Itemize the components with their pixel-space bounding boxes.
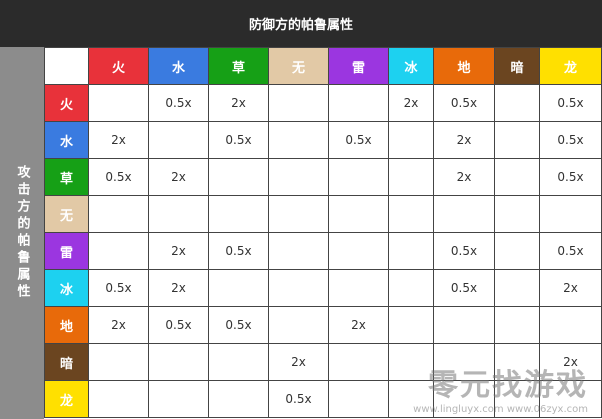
cell	[388, 269, 434, 307]
cell: 2x	[539, 269, 602, 307]
cell	[208, 343, 269, 381]
cell: 2x	[148, 269, 209, 307]
cell	[148, 380, 209, 418]
corner-cell	[44, 47, 89, 85]
column-header: 龙	[539, 47, 602, 85]
cell: 0.5x	[433, 269, 495, 307]
cell: 0.5x	[88, 158, 149, 196]
cell	[208, 158, 269, 196]
cell	[268, 232, 329, 270]
cell: 0.5x	[539, 84, 602, 122]
cell: 2x	[148, 232, 209, 270]
cell: 0.5x	[208, 232, 269, 270]
cell	[494, 84, 540, 122]
cell	[148, 195, 209, 233]
cell: 2x	[433, 121, 495, 159]
cell	[268, 158, 329, 196]
cell	[433, 195, 495, 233]
cell	[208, 380, 269, 418]
cell	[494, 269, 540, 307]
cell	[328, 84, 389, 122]
cell	[328, 158, 389, 196]
cell	[328, 195, 389, 233]
watermark-url: www.lingluyx.com www.06zyx.com	[413, 404, 588, 415]
cell	[388, 306, 434, 344]
row-header: 水	[44, 121, 89, 159]
cell: 0.5x	[433, 84, 495, 122]
cell: 2x	[208, 84, 269, 122]
cell: 0.5x	[148, 306, 209, 344]
cell	[268, 121, 329, 159]
row-header: 地	[44, 306, 89, 344]
cell	[208, 195, 269, 233]
row-header: 雷	[44, 232, 89, 270]
column-header: 草	[208, 47, 269, 85]
row-header: 龙	[44, 380, 89, 418]
cell: 0.5x	[148, 84, 209, 122]
cell	[539, 306, 602, 344]
cell: 2x	[148, 158, 209, 196]
cell: 2x	[268, 343, 329, 381]
cell: 2x	[388, 84, 434, 122]
row-header: 无	[44, 195, 89, 233]
cell	[388, 195, 434, 233]
cell	[328, 232, 389, 270]
cell	[208, 269, 269, 307]
column-header: 暗	[494, 47, 540, 85]
column-header: 冰	[388, 47, 434, 85]
row-header: 草	[44, 158, 89, 196]
cell: 2x	[88, 121, 149, 159]
cell	[494, 306, 540, 344]
cell	[88, 195, 149, 233]
cell	[328, 380, 389, 418]
cell: 2x	[328, 306, 389, 344]
cell: 2x	[433, 158, 495, 196]
cell	[494, 158, 540, 196]
cell	[268, 84, 329, 122]
cell	[388, 121, 434, 159]
cell	[494, 121, 540, 159]
cell	[88, 343, 149, 381]
row-header: 火	[44, 84, 89, 122]
column-header: 雷	[328, 47, 389, 85]
side-label: 攻击方的帕鲁属性	[0, 47, 44, 419]
cell	[88, 232, 149, 270]
cell: 0.5x	[208, 306, 269, 344]
column-header: 地	[433, 47, 495, 85]
cell: 0.5x	[208, 121, 269, 159]
cell	[268, 269, 329, 307]
cell: 2x	[88, 306, 149, 344]
cell	[388, 232, 434, 270]
cell	[148, 121, 209, 159]
column-header: 火	[88, 47, 149, 85]
watermark-logo: 零元找游戏	[428, 368, 588, 403]
cell: 0.5x	[88, 269, 149, 307]
watermark: 零元找游戏 www.lingluyx.com www.06zyx.com	[413, 360, 588, 415]
cell	[328, 269, 389, 307]
cell	[268, 306, 329, 344]
cell: 0.5x	[433, 232, 495, 270]
column-header: 无	[268, 47, 329, 85]
cell	[148, 343, 209, 381]
cell: 0.5x	[539, 232, 602, 270]
cell	[539, 195, 602, 233]
cell	[494, 195, 540, 233]
cell	[388, 158, 434, 196]
row-header: 暗	[44, 343, 89, 381]
cell	[433, 306, 495, 344]
cell	[88, 84, 149, 122]
cell	[494, 232, 540, 270]
column-header: 水	[148, 47, 209, 85]
cell	[268, 195, 329, 233]
row-header: 冰	[44, 269, 89, 307]
cell	[328, 343, 389, 381]
cell: 0.5x	[539, 158, 602, 196]
cell	[88, 380, 149, 418]
cell: 0.5x	[268, 380, 329, 418]
cell: 0.5x	[539, 121, 602, 159]
cell: 0.5x	[328, 121, 389, 159]
title: 防御方的帕鲁属性	[0, 0, 602, 47]
